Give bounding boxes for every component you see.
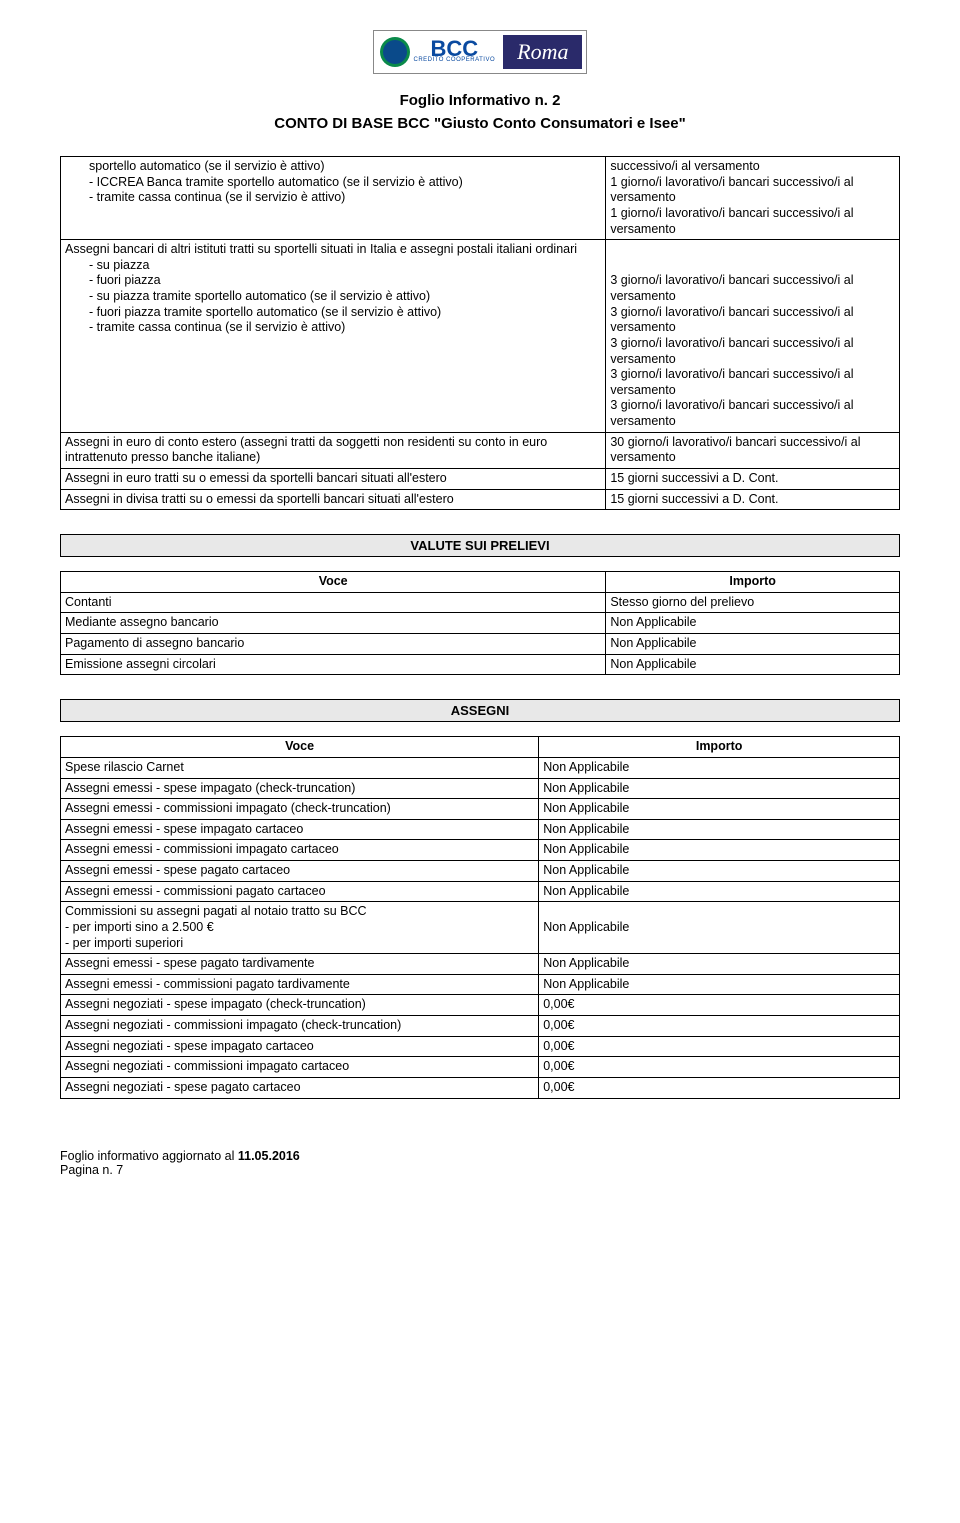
section-valute-prelievi: VALUTE SUI PRELIEVI <box>60 534 900 557</box>
cell-importo: 0,00€ <box>539 1036 900 1057</box>
cell-voce: Assegni emessi - commissioni pagato tard… <box>61 974 539 995</box>
table-header-row: Voce Importo <box>61 737 900 758</box>
cell-importo: Non Applicabile <box>539 902 900 954</box>
cell-voce: Assegni negoziati - spese impagato carta… <box>61 1036 539 1057</box>
cell-importo: successivo/i al versamento 1 giorno/i la… <box>606 157 900 240</box>
cell-voce: Assegni in euro di conto estero (assegni… <box>61 432 606 468</box>
cell-voce: Spese rilascio Carnet <box>61 757 539 778</box>
footer-updated-date: 11.05.2016 <box>238 1149 300 1163</box>
cell-voce: Assegni negoziati - commissioni impagato… <box>61 1016 539 1037</box>
cell-voce: Assegni emessi - commissioni impagato ca… <box>61 840 539 861</box>
bcc-icon <box>380 37 410 67</box>
cell-voce: Assegni negoziati - commissioni impagato… <box>61 1057 539 1078</box>
cell-voce: Emissione assegni circolari <box>61 654 606 675</box>
document-subtitle: CONTO DI BASE BCC "Giusto Conto Consumat… <box>60 115 900 132</box>
cell-voce: Assegni emessi - commissioni impagato (c… <box>61 799 539 820</box>
cell-voce: sportello automatico (se il servizio è a… <box>61 157 606 240</box>
cell-voce: Assegni bancari di altri istituti tratti… <box>61 240 606 433</box>
cell-voce: Assegni emessi - spese pagato cartaceo <box>61 861 539 882</box>
cell-voce: Assegni negoziati - spese impagato (chec… <box>61 995 539 1016</box>
cell-importo: Non Applicabile <box>539 881 900 902</box>
table-row: sportello automatico (se il servizio è a… <box>61 157 900 240</box>
logo-bcc-sub: CREDITO COOPERATIVO <box>414 57 496 63</box>
cell-importo: Non Applicabile <box>606 634 900 655</box>
table-row: Pagamento di assegno bancarioNon Applica… <box>61 634 900 655</box>
cell-voce: Assegni in euro tratti su o emessi da sp… <box>61 468 606 489</box>
cell-importo: Non Applicabile <box>539 799 900 820</box>
table-row: Assegni in euro di conto estero (assegni… <box>61 432 900 468</box>
cell-voce: Pagamento di assegno bancario <box>61 634 606 655</box>
table-header-row: Voce Importo <box>61 572 900 593</box>
page-footer: Foglio informativo aggiornato al 11.05.2… <box>60 1149 900 1177</box>
table-valute-versamenti: sportello automatico (se il servizio è a… <box>60 156 900 510</box>
cell-voce: Assegni emessi - commissioni pagato cart… <box>61 881 539 902</box>
table-row: Assegni emessi - spese pagato cartaceoNo… <box>61 861 900 882</box>
table-row: Assegni emessi - commissioni pagato cart… <box>61 881 900 902</box>
table-assegni: Voce Importo Spese rilascio CarnetNon Ap… <box>60 736 900 1098</box>
cell-voce: Mediante assegno bancario <box>61 613 606 634</box>
table-row: Assegni emessi - commissioni impagato ca… <box>61 840 900 861</box>
table-row: Assegni emessi - commissioni impagato (c… <box>61 799 900 820</box>
table-row: Assegni emessi - spese pagato tardivamen… <box>61 954 900 975</box>
cell-importo: 3 giorno/i lavorativo/i bancari successi… <box>606 240 900 433</box>
table-row: Assegni emessi - spese impagato (check-t… <box>61 778 900 799</box>
footer-page-number: Pagina n. 7 <box>60 1163 123 1177</box>
col-importo: Importo <box>606 572 900 593</box>
cell-voce: Assegni in divisa tratti su o emessi da … <box>61 489 606 510</box>
logo-container: BCC CREDITO COOPERATIVO Roma <box>60 30 900 74</box>
cell-importo: Stesso giorno del prelievo <box>606 592 900 613</box>
cell-importo: Non Applicabile <box>539 757 900 778</box>
logo-bcc: BCC CREDITO COOPERATIVO <box>378 35 504 69</box>
cell-importo: Non Applicabile <box>539 819 900 840</box>
col-voce: Voce <box>61 572 606 593</box>
cell-voce: Assegni emessi - spese pagato tardivamen… <box>61 954 539 975</box>
cell-importo: 15 giorni successivi a D. Cont. <box>606 489 900 510</box>
cell-importo: Non Applicabile <box>606 613 900 634</box>
table-row: Assegni negoziati - spese impagato (chec… <box>61 995 900 1016</box>
cell-voce: Assegni emessi - spese impagato (check-t… <box>61 778 539 799</box>
table-row: Commissioni su assegni pagati al notaio … <box>61 902 900 954</box>
cell-voce: Commissioni su assegni pagati al notaio … <box>61 902 539 954</box>
table-row: Emissione assegni circolariNon Applicabi… <box>61 654 900 675</box>
cell-importo: 0,00€ <box>539 1077 900 1098</box>
table-row: ContantiStesso giorno del prelievo <box>61 592 900 613</box>
cell-voce: Assegni negoziati - spese pagato cartace… <box>61 1077 539 1098</box>
col-voce: Voce <box>61 737 539 758</box>
cell-voce: Assegni emessi - spese impagato cartaceo <box>61 819 539 840</box>
table-row: Assegni negoziati - spese impagato carta… <box>61 1036 900 1057</box>
cell-importo: 15 giorni successivi a D. Cont. <box>606 468 900 489</box>
logo-roma: Roma <box>503 35 582 69</box>
table-row: Mediante assegno bancarioNon Applicabile <box>61 613 900 634</box>
table-row: Assegni negoziati - commissioni impagato… <box>61 1016 900 1037</box>
cell-importo: Non Applicabile <box>539 778 900 799</box>
cell-voce: Contanti <box>61 592 606 613</box>
section-assegni: ASSEGNI <box>60 699 900 722</box>
cell-importo: Non Applicabile <box>606 654 900 675</box>
cell-importo: 30 giorno/i lavorativo/i bancari success… <box>606 432 900 468</box>
table-row: Assegni in divisa tratti su o emessi da … <box>61 489 900 510</box>
cell-importo: 0,00€ <box>539 1016 900 1037</box>
table-row: Assegni in euro tratti su o emessi da sp… <box>61 468 900 489</box>
table-row: Assegni emessi - commissioni pagato tard… <box>61 974 900 995</box>
logo: BCC CREDITO COOPERATIVO Roma <box>373 30 588 74</box>
table-valute-prelievi: Voce Importo ContantiStesso giorno del p… <box>60 571 900 675</box>
page: BCC CREDITO COOPERATIVO Roma Foglio Info… <box>0 0 960 1197</box>
footer-updated-label: Foglio informativo aggiornato al <box>60 1149 238 1163</box>
table-row: Assegni emessi - spese impagato cartaceo… <box>61 819 900 840</box>
table-row: Spese rilascio CarnetNon Applicabile <box>61 757 900 778</box>
cell-importo: Non Applicabile <box>539 974 900 995</box>
table-row: Assegni bancari di altri istituti tratti… <box>61 240 900 433</box>
cell-importo: 0,00€ <box>539 1057 900 1078</box>
cell-importo: Non Applicabile <box>539 954 900 975</box>
table-row: Assegni negoziati - commissioni impagato… <box>61 1057 900 1078</box>
cell-importo: 0,00€ <box>539 995 900 1016</box>
logo-bcc-text: BCC <box>414 41 496 56</box>
cell-importo: Non Applicabile <box>539 861 900 882</box>
document-title: Foglio Informativo n. 2 <box>60 92 900 109</box>
table-row: Assegni negoziati - spese pagato cartace… <box>61 1077 900 1098</box>
cell-importo: Non Applicabile <box>539 840 900 861</box>
col-importo: Importo <box>539 737 900 758</box>
